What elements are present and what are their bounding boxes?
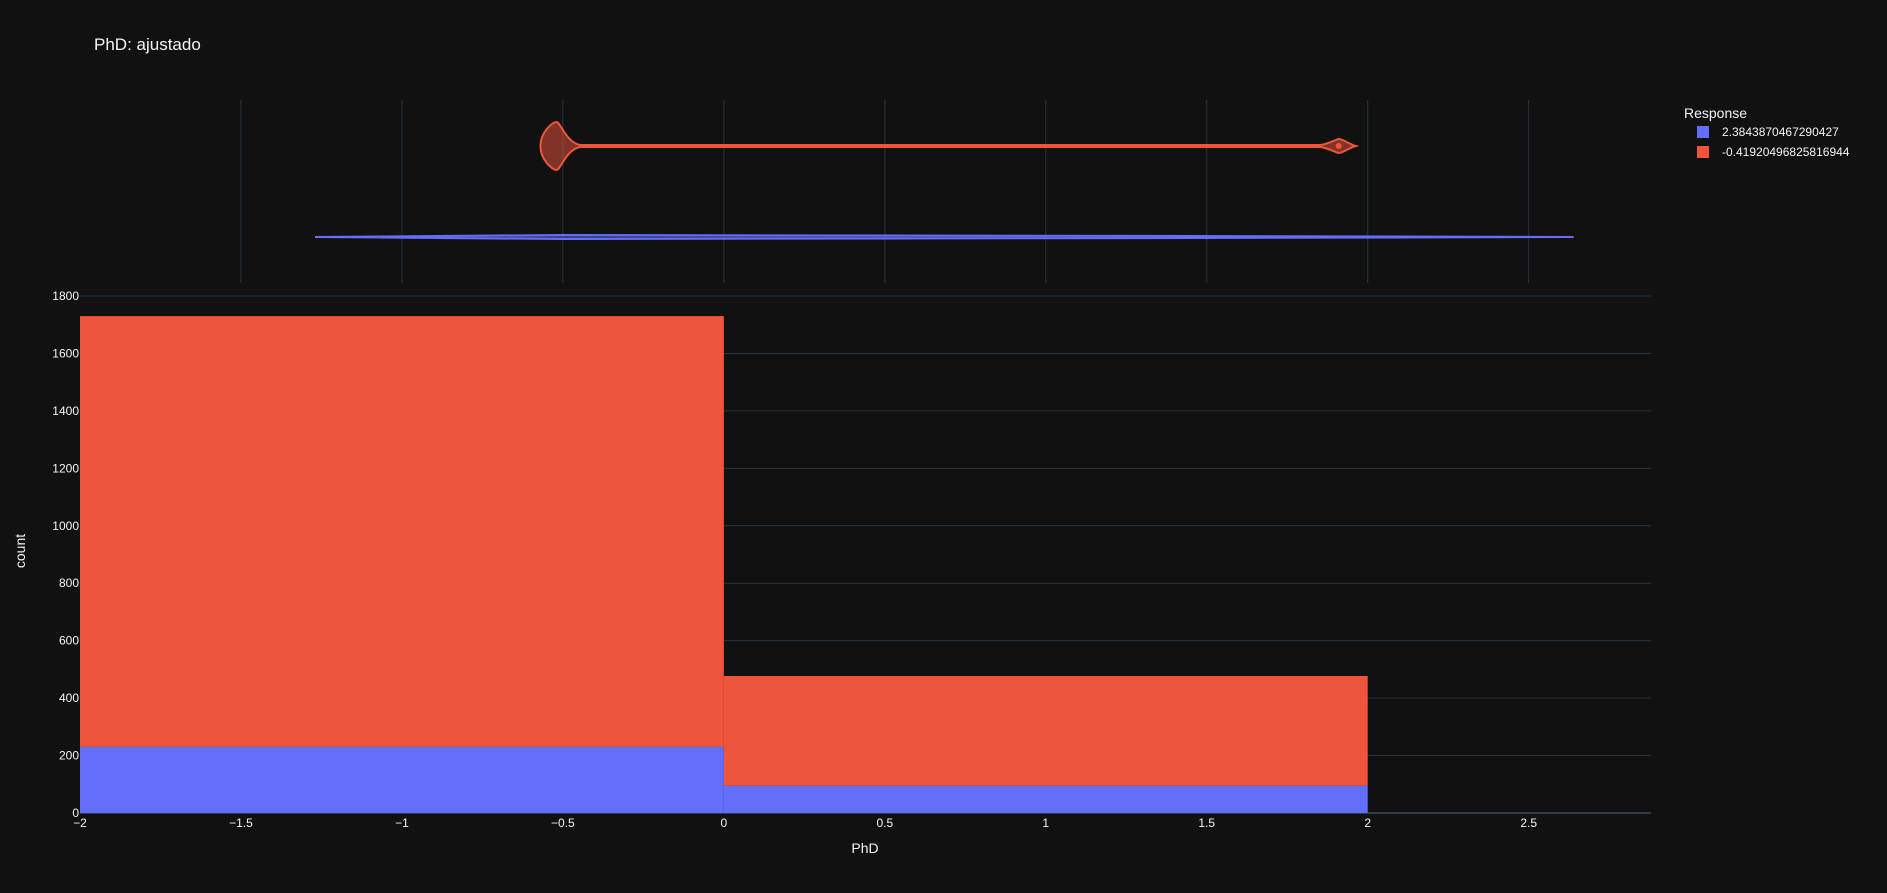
x-tick-label: 0.5 <box>876 816 893 830</box>
x-axis-title: PhD <box>851 840 878 856</box>
violin-point <box>1336 143 1342 149</box>
y-tick-label: 600 <box>59 634 79 648</box>
x-tick-label: 2 <box>1364 816 1371 830</box>
y-tick-label: 1800 <box>52 289 79 303</box>
x-tick-label: −1 <box>395 816 409 830</box>
y-tick-label: 400 <box>59 691 79 705</box>
histogram-bar <box>724 676 1368 786</box>
x-tick-label: −0.5 <box>551 816 575 830</box>
histogram-bar <box>80 316 724 747</box>
legend-label: 2.3843870467290427 <box>1722 125 1839 139</box>
legend-swatch <box>1697 126 1709 138</box>
y-tick-label: 1600 <box>52 346 79 360</box>
y-tick-label: 1400 <box>52 404 79 418</box>
chart-title: PhD: ajustado <box>94 35 201 54</box>
legend-label: -0.41920496825816944 <box>1722 145 1850 159</box>
y-tick-label: 1000 <box>52 519 79 533</box>
y-tick-label: 800 <box>59 576 79 590</box>
legend-swatch <box>1697 146 1709 158</box>
x-tick-label: 0 <box>721 816 728 830</box>
y-axis-title: count <box>12 534 28 568</box>
x-tick-label: −2 <box>73 816 87 830</box>
histogram-bar <box>724 786 1368 813</box>
x-tick-label: −1.5 <box>229 816 253 830</box>
x-tick-label: 1 <box>1042 816 1049 830</box>
x-tick-label: 2.5 <box>1520 816 1537 830</box>
x-tick-label: 1.5 <box>1198 816 1215 830</box>
histogram-bar <box>80 747 724 813</box>
y-tick-label: 1200 <box>52 461 79 475</box>
violin-shape <box>315 235 1574 239</box>
legend-title: Response <box>1684 105 1747 121</box>
y-tick-label: 200 <box>59 749 79 763</box>
